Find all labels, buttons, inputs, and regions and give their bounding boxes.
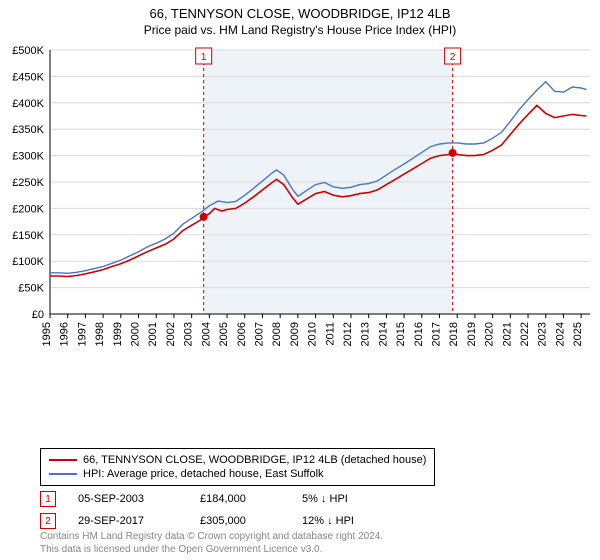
sale-marker-box: 2 <box>40 513 56 529</box>
attribution-line: This data is licensed under the Open Gov… <box>40 543 383 556</box>
sale-pct: 5% ↓ HPI <box>302 493 392 505</box>
svg-text:2021: 2021 <box>501 322 513 346</box>
svg-text:£300K: £300K <box>12 151 44 163</box>
svg-text:£50K: £50K <box>18 283 44 295</box>
svg-text:£150K: £150K <box>12 230 44 242</box>
page-title: 66, TENNYSON CLOSE, WOODBRIDGE, IP12 4LB <box>0 0 600 21</box>
legend-row-subject: 66, TENNYSON CLOSE, WOODBRIDGE, IP12 4LB… <box>49 453 426 467</box>
price-chart: £0 £50K £100K £150K £200K £250K £300K £350K £400… <box>0 44 600 374</box>
svg-text:2022: 2022 <box>519 322 531 346</box>
svg-text:1997: 1997 <box>76 322 88 346</box>
sale-price: £305,000 <box>200 515 280 527</box>
svg-text:2004: 2004 <box>200 322 212 346</box>
svg-text:2003: 2003 <box>183 322 195 346</box>
sales-table: 1 05-SEP-2003 £184,000 5% ↓ HPI 2 29-SEP… <box>40 488 392 532</box>
sale-row: 2 29-SEP-2017 £305,000 12% ↓ HPI <box>40 510 392 532</box>
svg-text:2005: 2005 <box>218 322 230 346</box>
legend-label-subject: 66, TENNYSON CLOSE, WOODBRIDGE, IP12 4LB… <box>83 454 426 466</box>
legend-swatch-hpi <box>49 473 77 475</box>
svg-text:2014: 2014 <box>377 322 389 346</box>
sale-marker-box: 1 <box>40 491 56 507</box>
svg-text:£100K: £100K <box>12 256 44 268</box>
svg-text:1995: 1995 <box>41 322 53 346</box>
svg-text:2010: 2010 <box>307 322 319 346</box>
legend-swatch-subject <box>49 459 77 461</box>
svg-text:2023: 2023 <box>537 322 549 346</box>
svg-text:£200K: £200K <box>12 203 44 215</box>
svg-text:2025: 2025 <box>572 322 584 346</box>
svg-text:2007: 2007 <box>253 322 265 346</box>
svg-text:2019: 2019 <box>466 322 478 346</box>
legend: 66, TENNYSON CLOSE, WOODBRIDGE, IP12 4LB… <box>40 448 435 486</box>
svg-text:£350K: £350K <box>12 124 44 136</box>
sale-price: £184,000 <box>200 493 280 505</box>
svg-text:2000: 2000 <box>130 322 142 346</box>
svg-text:2006: 2006 <box>236 322 248 346</box>
sale-date: 29-SEP-2017 <box>78 515 178 527</box>
svg-text:2011: 2011 <box>324 322 336 346</box>
svg-text:1: 1 <box>201 52 207 63</box>
svg-text:£400K: £400K <box>12 98 44 110</box>
svg-text:£450K: £450K <box>12 71 44 83</box>
svg-text:2002: 2002 <box>165 322 177 346</box>
svg-text:2016: 2016 <box>413 322 425 346</box>
svg-text:2009: 2009 <box>289 322 301 346</box>
svg-text:1998: 1998 <box>94 322 106 346</box>
svg-text:2018: 2018 <box>448 322 460 346</box>
svg-text:£250K: £250K <box>12 177 44 189</box>
svg-text:1996: 1996 <box>59 322 71 346</box>
svg-text:2015: 2015 <box>395 322 407 346</box>
sale-row: 1 05-SEP-2003 £184,000 5% ↓ HPI <box>40 488 392 510</box>
svg-text:£0: £0 <box>32 309 44 321</box>
legend-label-hpi: HPI: Average price, detached house, East… <box>83 468 324 480</box>
svg-text:2017: 2017 <box>431 322 443 346</box>
svg-text:2024: 2024 <box>554 322 566 346</box>
svg-text:2013: 2013 <box>360 322 372 346</box>
svg-text:£500K: £500K <box>12 45 44 57</box>
svg-text:1999: 1999 <box>112 322 124 346</box>
sale-pct: 12% ↓ HPI <box>302 515 392 527</box>
svg-text:2008: 2008 <box>271 322 283 346</box>
page-subtitle: Price paid vs. HM Land Registry's House … <box>0 21 600 37</box>
attribution: Contains HM Land Registry data © Crown c… <box>40 530 383 556</box>
svg-text:2: 2 <box>450 52 456 63</box>
sale-date: 05-SEP-2003 <box>78 493 178 505</box>
attribution-line: Contains HM Land Registry data © Crown c… <box>40 530 383 543</box>
legend-row-hpi: HPI: Average price, detached house, East… <box>49 467 426 481</box>
svg-text:2020: 2020 <box>484 322 496 346</box>
svg-text:2001: 2001 <box>147 322 159 346</box>
svg-text:2012: 2012 <box>342 322 354 346</box>
